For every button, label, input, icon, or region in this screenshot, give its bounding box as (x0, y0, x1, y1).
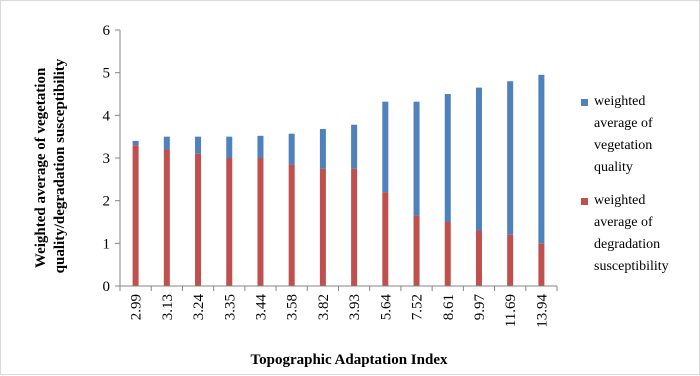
bars-layer (132, 74, 545, 286)
x-tick-label: 3.35 (222, 294, 238, 320)
bar-segment-vegetation (475, 87, 482, 231)
bar-segment-degradation (288, 164, 295, 286)
bar-segment-degradation (475, 230, 482, 286)
y-tick-label: 5 (103, 66, 111, 82)
legend-label: weighted average of degradation susceptibil… (594, 193, 669, 274)
legend-label: weighted average of vegetation quality (594, 94, 653, 175)
bar-segment-degradation (163, 149, 170, 286)
bar-segment-vegetation (195, 136, 202, 154)
legend-label-line: average of (594, 116, 653, 131)
y-tick-label: 2 (103, 194, 111, 210)
y-tick-labels: 0 1 2 3 4 5 6 (103, 23, 120, 295)
x-axis-title: Topographic Adaptation Index (250, 352, 448, 368)
x-tick-labels: 2.99 3.13 3.24 3.35 3.44 3.58 3.82 3.93 5.64 7.52… (119, 286, 558, 328)
y-axis-title-line-1: Weighted average of vegetation (33, 67, 49, 268)
bar-segment-vegetation (413, 101, 420, 216)
x-tick-label: 3.93 (347, 294, 363, 320)
x-tick-label: 3.24 (191, 294, 207, 321)
legend-swatch (581, 99, 588, 106)
bar-segment-degradation (132, 145, 139, 286)
x-tick-label: 8.61 (441, 294, 457, 320)
bar-segment-degradation (257, 158, 264, 286)
bar-segment-degradation (319, 168, 326, 286)
legend-label-line: degradation (594, 237, 660, 252)
legend-label-line: weighted (594, 193, 645, 208)
x-tick-label: 2.99 (129, 294, 145, 320)
x-tick-label: 3.13 (160, 294, 176, 320)
y-tick-label: 0 (103, 279, 111, 295)
bar-segment-vegetation (507, 81, 514, 235)
x-tick-label: 13.94 (534, 294, 550, 328)
bar-segment-degradation (413, 215, 420, 286)
legend: weighted average of vegetation qualityweigh… (581, 94, 669, 274)
bar-segment-vegetation (538, 74, 545, 244)
legend-label-line: weighted (594, 94, 645, 109)
x-tick-label: 7.52 (410, 294, 426, 320)
bar-segment-degradation (195, 153, 202, 286)
x-tick-label: 11.69 (503, 294, 519, 327)
x-tick-label: 5.64 (378, 294, 394, 321)
bar-segment-degradation (226, 158, 233, 286)
bar-segment-vegetation (444, 94, 451, 222)
y-tick-label: 6 (103, 23, 111, 39)
bar-segment-vegetation (351, 124, 358, 169)
legend-swatch (581, 198, 588, 205)
bar-segment-degradation (507, 234, 514, 286)
y-tick-label: 1 (103, 236, 111, 252)
bar-segment-vegetation (257, 135, 264, 158)
legend-label-line: quality (594, 160, 633, 175)
legend-label-line: average of (594, 215, 653, 230)
y-tick-label: 4 (103, 108, 111, 124)
legend-label-line: vegetation (594, 138, 652, 153)
x-tick-label: 3.82 (316, 294, 332, 320)
x-tick-label: 3.44 (253, 294, 269, 321)
bar-segment-vegetation (288, 133, 295, 165)
bar-segment-degradation (382, 192, 389, 286)
bar-segment-degradation (538, 243, 545, 286)
y-axis-title-line-2: quality/degradation susceptibility (52, 58, 68, 273)
x-tick-label: 3.58 (285, 294, 301, 320)
bar-segment-vegetation (382, 101, 389, 193)
bar-segment-degradation (444, 222, 451, 286)
bar-segment-vegetation (132, 140, 139, 146)
bar-segment-vegetation (319, 128, 326, 169)
bar-segment-vegetation (163, 136, 170, 150)
y-tick-label: 3 (103, 151, 111, 167)
bar-segment-vegetation (226, 136, 233, 158)
legend-label-line: susceptibility (594, 259, 669, 274)
x-tick-label: 9.97 (472, 294, 488, 321)
bar-segment-degradation (351, 168, 358, 286)
y-axis-title: Weighted average of vegetation quality/d… (33, 58, 68, 273)
